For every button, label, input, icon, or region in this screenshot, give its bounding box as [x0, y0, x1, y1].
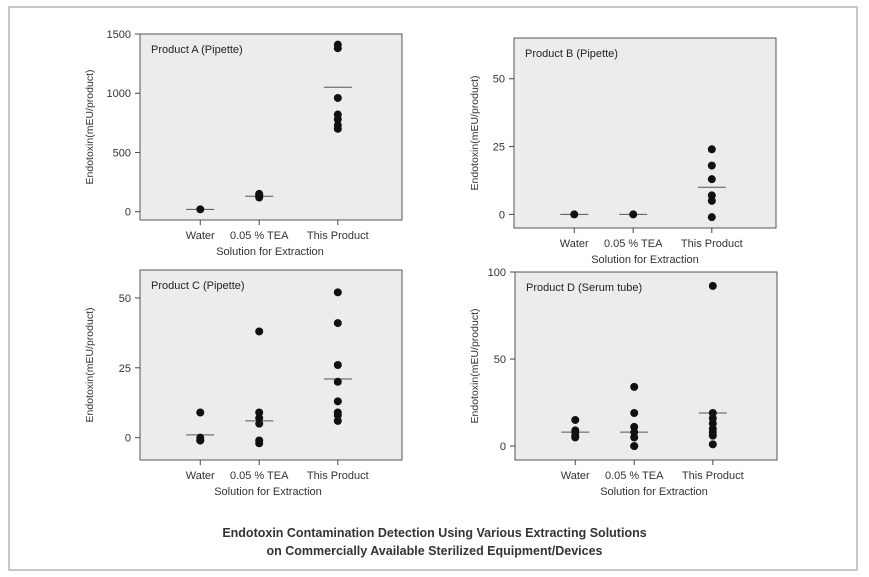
- data-point: [630, 442, 639, 451]
- data-point: [196, 433, 205, 442]
- x-axis-label: Solution for Extraction: [591, 254, 699, 266]
- data-point: [707, 161, 716, 170]
- y-tick-label: 50: [119, 293, 131, 305]
- y-tick-label: 25: [119, 363, 131, 375]
- data-point: [708, 409, 717, 417]
- panel-title: Product B (Pipette): [525, 48, 618, 60]
- x-tick-label: Water: [560, 238, 589, 250]
- data-point: [708, 281, 717, 290]
- y-tick-label: 0: [125, 433, 131, 445]
- data-point: [707, 175, 716, 184]
- data-point: [333, 377, 342, 386]
- figure-caption: Endotoxin Contamination Detection Using …: [0, 524, 869, 560]
- data-point: [255, 436, 264, 445]
- y-axis-label: Endotoxin(mEU/product): [469, 76, 481, 191]
- y-tick-label: 1000: [107, 88, 131, 100]
- data-point: [333, 408, 342, 417]
- y-tick-label: 0: [125, 207, 131, 219]
- data-point: [707, 145, 716, 154]
- x-tick-label: 0.05 % TEA: [230, 230, 289, 242]
- x-tick-label: 0.05 % TEA: [230, 470, 289, 482]
- data-point: [629, 210, 638, 219]
- data-point: [571, 415, 580, 424]
- plot-area: [514, 271, 778, 461]
- y-tick-label: 0: [499, 209, 505, 221]
- y-axis-label: Endotoxin(mEU/product): [84, 70, 96, 185]
- x-tick-label: Water: [561, 470, 590, 482]
- panel-title: Product A (Pipette): [151, 44, 243, 56]
- y-tick-label: 25: [493, 142, 505, 154]
- data-point: [196, 205, 205, 214]
- plot-area: [139, 33, 403, 221]
- plot-area: [513, 37, 777, 229]
- x-tick-label: This Product: [681, 238, 743, 250]
- data-point: [333, 121, 342, 130]
- panel-title: Product D (Serum tube): [526, 282, 642, 294]
- caption-line-1: Endotoxin Contamination Detection Using …: [222, 526, 647, 540]
- data-point: [333, 288, 342, 297]
- data-point: [333, 40, 342, 49]
- y-tick-label: 50: [494, 354, 506, 366]
- data-point: [707, 191, 716, 200]
- data-point: [570, 210, 579, 219]
- data-point: [707, 213, 716, 222]
- y-tick-label: 0: [500, 441, 506, 453]
- data-point: [333, 416, 342, 425]
- caption-line-2: on Commercially Available Sterilized Equ…: [266, 544, 603, 558]
- x-axis-label: Solution for Extraction: [600, 486, 708, 498]
- data-point: [630, 422, 639, 431]
- data-point: [255, 408, 264, 417]
- data-point: [333, 319, 342, 328]
- data-point: [333, 361, 342, 369]
- data-point: [196, 408, 205, 417]
- data-point: [333, 397, 342, 406]
- y-axis-label: Endotoxin(mEU/product): [84, 308, 96, 423]
- x-tick-label: This Product: [682, 470, 744, 482]
- x-tick-label: Water: [186, 470, 215, 482]
- y-tick-label: 1500: [107, 29, 131, 41]
- data-point: [571, 426, 580, 435]
- plot-area: [139, 269, 403, 461]
- data-point: [333, 93, 342, 102]
- x-tick-label: This Product: [307, 230, 369, 242]
- data-point: [255, 327, 264, 336]
- x-tick-label: Water: [186, 230, 215, 242]
- data-point: [255, 414, 264, 423]
- y-tick-label: 50: [493, 74, 505, 86]
- x-axis-label: Solution for Extraction: [214, 486, 322, 498]
- panel-title: Product C (Pipette): [151, 280, 245, 292]
- data-point: [333, 110, 342, 119]
- x-tick-label: 0.05 % TEA: [604, 238, 663, 250]
- data-point: [255, 419, 264, 428]
- data-point: [630, 409, 639, 417]
- data-point: [708, 440, 717, 449]
- x-tick-label: 0.05 % TEA: [605, 470, 664, 482]
- data-point: [255, 189, 264, 198]
- y-tick-label: 100: [488, 267, 506, 279]
- data-point: [630, 382, 639, 391]
- x-tick-label: This Product: [307, 470, 369, 482]
- y-axis-label: Endotoxin(mEU/product): [469, 309, 481, 424]
- x-axis-label: Solution for Extraction: [216, 246, 324, 258]
- y-tick-label: 500: [113, 147, 131, 159]
